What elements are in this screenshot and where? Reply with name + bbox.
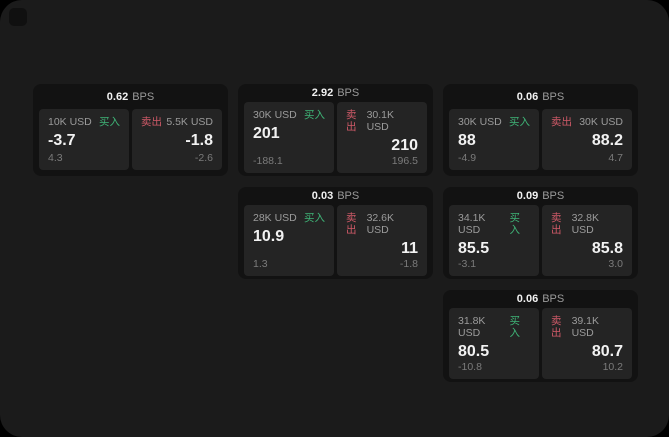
sell-value: 210: [391, 137, 418, 154]
tiles-row: 31.8K USD 买入 80.5 -10.8 卖出 39.1K USD 80.…: [443, 305, 638, 382]
spread-card: 0.06 BPS 30K USD 买入 88 -4.9 卖出 30K USD 8…: [443, 84, 638, 176]
sell-side-label: 卖出: [346, 212, 357, 236]
buy-tile[interactable]: 31.8K USD 买入 80.5 -10.8: [449, 308, 539, 379]
buy-notional: 30K USD: [253, 109, 297, 121]
sell-side-label: 卖出: [551, 315, 562, 339]
sell-tile[interactable]: 卖出 32.6K USD 11 -1.8: [337, 205, 427, 276]
sell-side-label: 卖出: [551, 116, 572, 128]
buy-sub-value: 1.3: [253, 258, 268, 270]
bps-unit-label: BPS: [337, 87, 360, 99]
sell-tile[interactable]: 卖出 32.8K USD 85.8 3.0: [542, 205, 632, 276]
sell-notional: 30.1K USD: [366, 109, 395, 133]
sell-sub-value: -1.8: [399, 258, 418, 270]
sell-tile[interactable]: 卖出 5.5K USD -1.8 -2.6: [132, 109, 222, 170]
sell-notional: 30K USD: [579, 116, 623, 128]
bps-unit-label: BPS: [542, 293, 565, 305]
buy-value: 88: [458, 132, 476, 149]
spread-card: 0.62 BPS 10K USD 买入 -3.7 4.3 卖出 5.5K USD…: [33, 84, 228, 176]
bps-value: 0.06: [516, 90, 539, 103]
sell-side-label: 卖出: [346, 109, 357, 133]
card-header: 0.09 BPS: [443, 187, 638, 202]
spread-card: 0.06 BPS 31.8K USD 买入 80.5 -10.8 卖出 39.1…: [443, 290, 638, 382]
buy-value: 80.5: [458, 343, 490, 360]
bps-unit-label: BPS: [542, 190, 565, 202]
spread-card: 0.03 BPS 28K USD 买入 10.9 1.3 卖出 32.6K US…: [238, 187, 433, 279]
sell-value: 85.8: [591, 240, 623, 257]
spread-card: 2.92 BPS 30K USD 买入 201 -188.1 卖出 30.1K …: [238, 84, 433, 176]
buy-sub-value: 4.3: [48, 152, 63, 164]
buy-tile[interactable]: 10K USD 买入 -3.7 4.3: [39, 109, 129, 170]
buy-sub-value: -188.1: [253, 155, 283, 167]
sell-sub-value: 3.0: [608, 258, 623, 270]
sell-tile[interactable]: 卖出 39.1K USD 80.7 10.2: [542, 308, 632, 379]
tiles-row: 34.1K USD 买入 85.5 -3.1 卖出 32.8K USD 85.8…: [443, 202, 638, 279]
buy-sub-value: -3.1: [458, 258, 477, 270]
sell-sub-value: 4.7: [608, 152, 623, 164]
sell-notional: 39.1K USD: [571, 315, 600, 339]
sell-tile[interactable]: 卖出 30.1K USD 210 196.5: [337, 102, 427, 173]
buy-tile[interactable]: 34.1K USD 买入 85.5 -3.1: [449, 205, 539, 276]
card-header: 0.62 BPS: [33, 84, 228, 106]
buy-tile[interactable]: 30K USD 买入 88 -4.9: [449, 109, 539, 170]
bps-unit-label: BPS: [542, 90, 565, 103]
card-header: 0.03 BPS: [238, 187, 433, 202]
card-header: 2.92 BPS: [238, 84, 433, 99]
cards-grid: 0.62 BPS 10K USD 买入 -3.7 4.3 卖出 5.5K USD…: [33, 84, 638, 382]
buy-sub-value: -4.9: [458, 152, 477, 164]
buy-side-label: 买入: [304, 212, 325, 224]
bps-unit-label: BPS: [337, 190, 360, 202]
bps-value: 0.03: [311, 190, 334, 202]
bps-unit-label: BPS: [132, 90, 155, 103]
sell-notional: 5.5K USD: [166, 116, 213, 128]
tiles-row: 28K USD 买入 10.9 1.3 卖出 32.6K USD 11 -1.8: [238, 202, 433, 279]
sell-sub-value: 10.2: [602, 361, 623, 373]
sell-side-label: 卖出: [141, 116, 162, 128]
sell-value: 80.7: [591, 343, 623, 360]
bps-value: 0.09: [516, 190, 539, 202]
sell-side-label: 卖出: [551, 212, 562, 236]
tiles-row: 10K USD 买入 -3.7 4.3 卖出 5.5K USD -1.8 -2.…: [33, 106, 228, 176]
sell-notional: 32.8K USD: [571, 212, 600, 236]
buy-side-label: 买入: [304, 109, 325, 121]
buy-side-label: 买入: [509, 315, 520, 339]
bps-value: 2.92: [311, 87, 334, 99]
sell-notional: 32.6K USD: [366, 212, 395, 236]
sell-value: -1.8: [185, 132, 213, 149]
buy-notional: 34.1K USD: [458, 212, 486, 236]
bps-value: 0.62: [106, 90, 129, 103]
sell-sub-value: 196.5: [391, 155, 418, 167]
sell-sub-value: -2.6: [194, 152, 213, 164]
sell-value: 88.2: [591, 132, 623, 149]
buy-notional: 30K USD: [458, 116, 502, 128]
buy-tile[interactable]: 28K USD 买入 10.9 1.3: [244, 205, 334, 276]
sell-tile[interactable]: 卖出 30K USD 88.2 4.7: [542, 109, 632, 170]
tiles-row: 30K USD 买入 88 -4.9 卖出 30K USD 88.2 4.7: [443, 106, 638, 176]
corner-app-icon[interactable]: [9, 8, 27, 26]
buy-value: 85.5: [458, 240, 490, 257]
buy-side-label: 买入: [509, 212, 520, 236]
buy-side-label: 买入: [509, 116, 530, 128]
buy-notional: 10K USD: [48, 116, 92, 128]
tiles-row: 30K USD 买入 201 -188.1 卖出 30.1K USD 210 1…: [238, 99, 433, 176]
spread-card: 0.09 BPS 34.1K USD 买入 85.5 -3.1 卖出 32.8K…: [443, 187, 638, 279]
card-header: 0.06 BPS: [443, 290, 638, 305]
card-header: 0.06 BPS: [443, 84, 638, 106]
buy-sub-value: -10.8: [458, 361, 482, 373]
buy-tile[interactable]: 30K USD 买入 201 -188.1: [244, 102, 334, 173]
buy-value: 10.9: [253, 228, 285, 245]
buy-value: 201: [253, 125, 280, 142]
buy-value: -3.7: [48, 132, 76, 149]
buy-notional: 28K USD: [253, 212, 297, 224]
bps-value: 0.06: [516, 293, 539, 305]
sell-value: 11: [401, 240, 418, 257]
buy-notional: 31.8K USD: [458, 315, 486, 339]
buy-side-label: 买入: [99, 116, 120, 128]
